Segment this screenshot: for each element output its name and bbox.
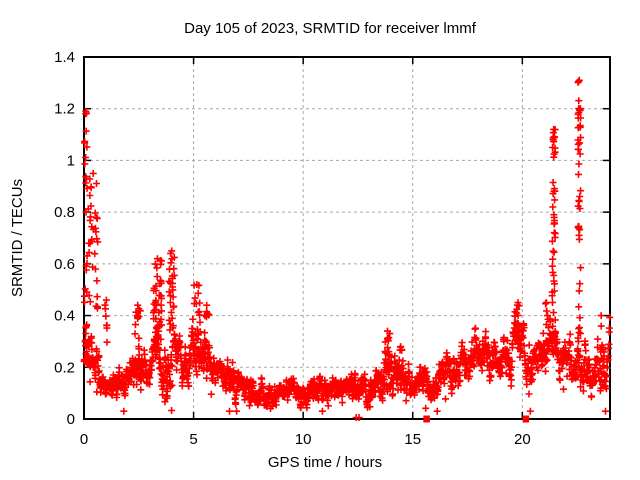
- chart-title: Day 105 of 2023, SRMTID for receiver lmm…: [184, 20, 477, 37]
- x-tick-label: 10: [295, 431, 312, 448]
- y-tick-label: 0: [67, 411, 75, 428]
- y-tick-label: 0.2: [54, 359, 75, 376]
- grid-lines: [84, 57, 610, 419]
- y-tick-label: 0.6: [54, 256, 75, 273]
- y-tick-label: 1.4: [54, 49, 75, 66]
- y-tick-label: 0.4: [54, 308, 75, 325]
- y-axis-label: SRMTID / TECUs: [9, 179, 26, 297]
- x-tick-label: 20: [514, 431, 531, 448]
- y-tick-label: 1: [67, 152, 75, 169]
- axis-plus-point: [355, 414, 363, 421]
- y-tick-label: 0.8: [54, 204, 75, 221]
- x-tick-label: 15: [404, 431, 421, 448]
- scatter-points: [80, 76, 614, 415]
- y-tick-label: 1.2: [54, 101, 75, 118]
- y-tick-labels: 0 0.2 0.4 0.6 0.8 1 1.2 1.4: [54, 49, 75, 428]
- x-tick-label: 5: [189, 431, 197, 448]
- x-axis-label: GPS time / hours: [268, 454, 382, 471]
- plot-border: [83, 56, 611, 420]
- axis-square-blob: [423, 415, 430, 423]
- axis-level-points: [352, 414, 530, 423]
- x-tick-label: 0: [80, 431, 88, 448]
- axis-square-blob: [522, 415, 530, 423]
- x-tick-labels: 0 5 10 15 20: [80, 431, 531, 448]
